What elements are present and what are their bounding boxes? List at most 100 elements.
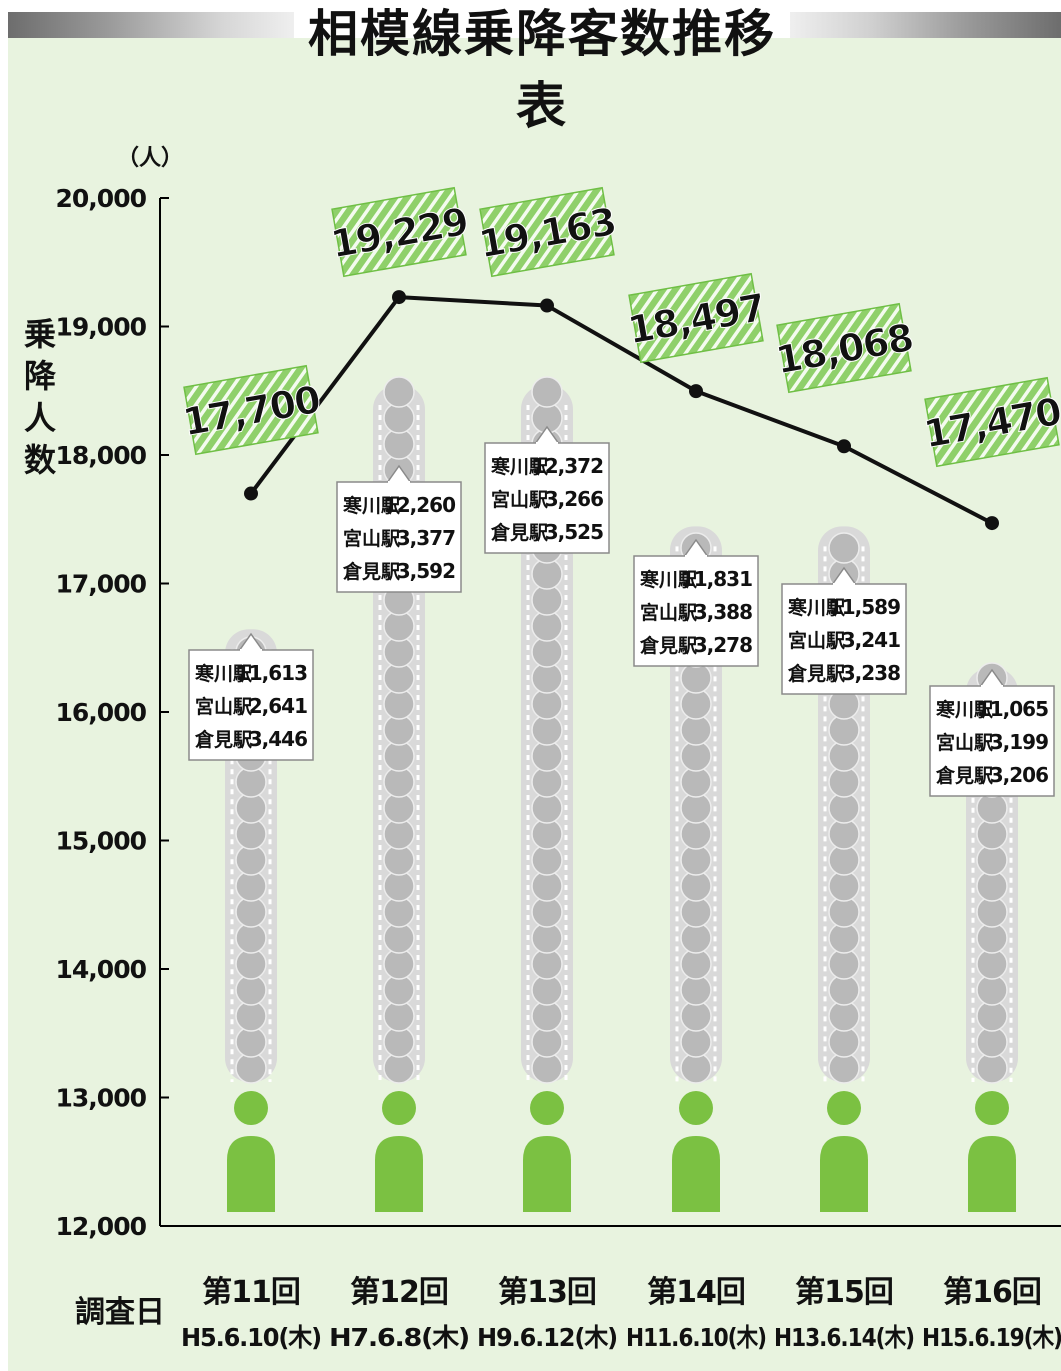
data-point <box>244 486 258 501</box>
person-head-green <box>530 1091 564 1125</box>
station-count: 11,065 <box>977 697 1048 721</box>
value-tag: 17,700 <box>179 364 323 456</box>
series-polyline <box>249 295 993 525</box>
station-name: 倉見駅 <box>787 662 846 685</box>
station-name: 寒川駅 <box>640 568 698 591</box>
station-count: 3,266 <box>545 487 603 511</box>
station-count: 12,260 <box>384 493 455 517</box>
person-head-gray <box>828 532 860 564</box>
station-count: 3,278 <box>694 633 752 657</box>
value-tag: 18,068 <box>772 302 916 394</box>
y-tick-label: 12,000 <box>56 1212 147 1241</box>
station-count: 3,377 <box>397 526 455 550</box>
box-pointer-gap <box>388 481 410 485</box>
box-pointer-gap <box>833 583 855 587</box>
box-pointer-gap <box>981 685 1003 689</box>
data-point <box>540 298 554 313</box>
person-body-green <box>523 1136 571 1212</box>
person-body-green <box>672 1136 720 1212</box>
y-tick-label: 19,000 <box>56 313 147 342</box>
box-frame <box>336 481 462 593</box>
station-name: 倉見駅 <box>639 634 698 657</box>
x-label-date: H11.6.10(木) <box>626 1323 766 1352</box>
x-label-date: H13.6.14(木) <box>774 1323 914 1352</box>
person-body-green <box>968 1136 1016 1212</box>
y-tick-label: 17,000 <box>56 570 147 599</box>
station-name: 倉見駅 <box>490 521 549 544</box>
data-point <box>689 384 703 399</box>
station-count: 3,388 <box>694 600 752 624</box>
x-label-round: 第11回 <box>202 1275 300 1310</box>
x-label-date: H7.6.8(木) <box>329 1323 469 1352</box>
station-count: 11,589 <box>829 595 900 619</box>
station-name: 宮山駅 <box>491 488 549 511</box>
title-band-right <box>790 12 1061 38</box>
x-label-date: H9.6.12(木) <box>477 1323 617 1352</box>
person-head-green <box>827 1091 861 1125</box>
station-name: 寒川駅 <box>788 596 846 619</box>
y-tick-label: 14,000 <box>56 955 147 984</box>
station-count: 12,372 <box>532 454 603 478</box>
y-tick-label: 20,000 <box>56 184 147 213</box>
station-count: 3,592 <box>397 559 455 583</box>
station-name: 寒川駅 <box>195 662 253 685</box>
x-label-date: H5.6.10(木) <box>181 1323 321 1352</box>
station-name: 寒川駅 <box>936 698 994 721</box>
box-pointer-gap <box>685 555 707 559</box>
station-count: 3,238 <box>842 661 900 685</box>
x-label-round: 第13回 <box>498 1275 596 1310</box>
value-tag-bg <box>183 364 319 456</box>
station-count: 11,831 <box>681 567 752 591</box>
data-point <box>985 516 999 531</box>
x-label-round: 第15回 <box>795 1275 893 1310</box>
station-name: 宮山駅 <box>640 601 698 624</box>
chart-title: 相模線乗降客数推移表 <box>308 5 776 135</box>
value-tag-bg <box>628 272 764 364</box>
person-head-gray <box>531 376 563 408</box>
data-point <box>837 439 851 454</box>
station-name: 倉見駅 <box>342 560 401 583</box>
station-name: 倉見駅 <box>194 728 253 751</box>
station-count: 2,641 <box>249 694 307 718</box>
person-head-gray <box>383 376 415 408</box>
station-count: 3,525 <box>545 520 603 544</box>
x-axis-labels: 第11回 H5.6.10(木) 第12回 H7.6.8(木) 第13回 H9.6.12(木… <box>181 1275 1061 1352</box>
station-count: 3,446 <box>249 727 307 751</box>
station-count: 11,613 <box>236 661 307 685</box>
station-name: 寒川駅 <box>343 494 401 517</box>
y-axis: 12,000 13,000 14,000 15,000 16,000 17,000 18,0… <box>56 184 1061 1241</box>
station-count: 3,199 <box>990 730 1048 754</box>
x-label-round: 第16回 <box>943 1275 1041 1310</box>
y-axis-title: 乗降人数 <box>24 315 57 479</box>
station-count: 3,241 <box>842 628 900 652</box>
value-tag-bg <box>924 376 1060 468</box>
value-tag: 19,163 <box>475 186 619 278</box>
box-frame <box>929 685 1055 797</box>
box-pointer-gap <box>536 442 558 446</box>
station-count: 3,206 <box>990 763 1048 787</box>
y-tick-label: 15,000 <box>56 827 147 856</box>
person-body-green <box>227 1136 275 1212</box>
box-pointer-gap <box>240 649 262 653</box>
y-tick-label: 16,000 <box>56 698 147 727</box>
x-label-round: 第12回 <box>350 1275 448 1310</box>
station-name: 宮山駅 <box>788 629 846 652</box>
box-frame <box>188 649 314 761</box>
x-row-label: 調査日 <box>75 1295 165 1330</box>
y-tick-label: 18,000 <box>56 441 147 470</box>
y-tick-label: 13,000 <box>56 1084 147 1113</box>
data-point <box>392 290 406 305</box>
x-label-date: H15.6.19(木) <box>922 1323 1061 1352</box>
person-head-green <box>382 1091 416 1125</box>
box-frame <box>633 555 759 667</box>
station-name: 宮山駅 <box>195 695 253 718</box>
value-tag-bg <box>776 302 912 394</box>
station-name: 宮山駅 <box>343 527 401 550</box>
